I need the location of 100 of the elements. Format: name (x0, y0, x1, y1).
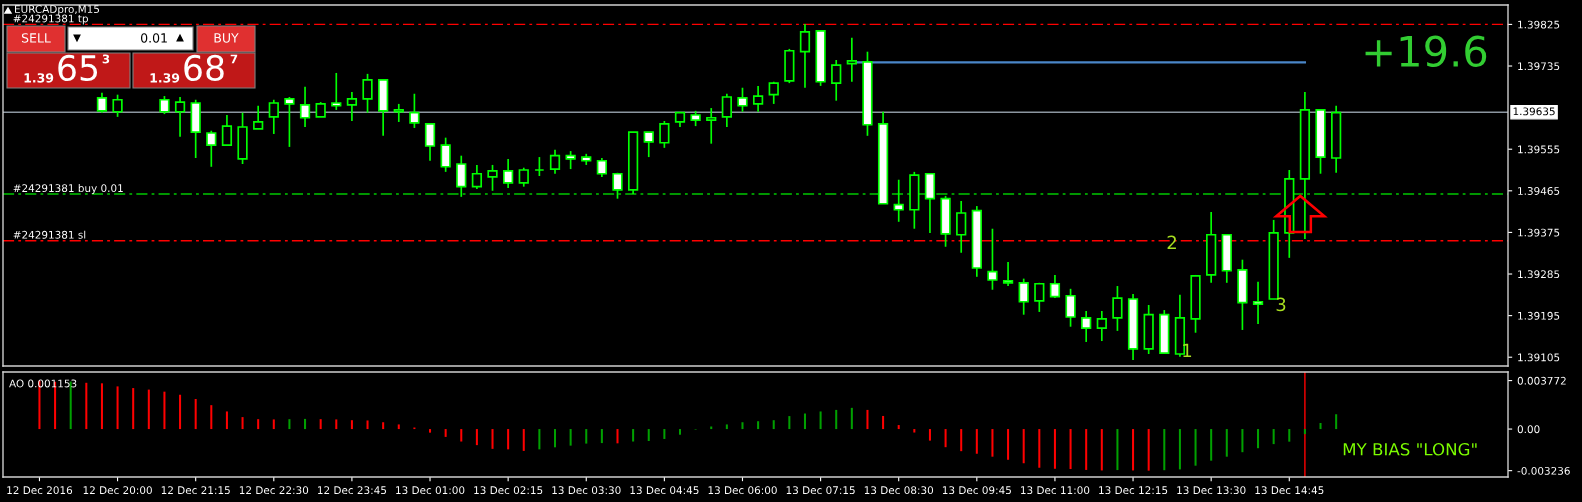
bar (1038, 429, 1041, 468)
x-tick-label: 13 Dec 02:15 (474, 486, 543, 495)
bar (1303, 429, 1306, 435)
y-tick-label: 1.39555 (1518, 145, 1560, 154)
bar (725, 424, 728, 430)
x-tick-label: 12 Dec 22:30 (239, 486, 309, 495)
candlestick (612, 171, 623, 200)
bar (913, 429, 916, 433)
annotation: 1.39 (24, 73, 54, 83)
candlestick (393, 103, 404, 123)
candlestick (471, 164, 483, 190)
candlestick (424, 122, 436, 162)
bar (1069, 429, 1072, 470)
candlestick (565, 150, 576, 170)
candlestick (409, 92, 420, 129)
bar (928, 429, 931, 441)
bar (632, 429, 635, 442)
candlestick (159, 95, 170, 115)
annotation: 2 (1167, 235, 1176, 249)
bar (225, 411, 228, 430)
bar (1163, 429, 1166, 471)
bar (210, 405, 213, 430)
bar (647, 429, 650, 442)
candlestick (1096, 310, 1107, 342)
bar (757, 421, 760, 430)
bar (663, 429, 666, 439)
candlestick (1252, 281, 1264, 325)
candlestick (284, 96, 295, 148)
bar (522, 429, 525, 451)
annotation: SELL (21, 33, 51, 43)
y-tick-label: 1.39375 (1518, 228, 1560, 237)
bar (1147, 429, 1150, 471)
candlestick (737, 86, 748, 113)
candlestick (1034, 281, 1045, 313)
candlestick (752, 85, 764, 113)
candlestick (643, 131, 654, 158)
annotation: 7 (230, 54, 238, 64)
x-tick-label: 13 Dec 07:15 (786, 486, 855, 495)
bar (272, 419, 275, 430)
bar (1210, 429, 1213, 461)
bar (1335, 414, 1338, 430)
bar (100, 383, 103, 430)
bar (507, 429, 510, 450)
bar (585, 429, 588, 444)
bar (835, 409, 838, 430)
candlestick (440, 136, 451, 173)
bar (444, 429, 447, 437)
bar (897, 425, 900, 430)
bar (335, 419, 338, 430)
annotation: 1.39 (150, 73, 180, 83)
bar (304, 418, 307, 430)
annotation: BUY (214, 33, 239, 43)
bar (788, 416, 791, 430)
bar (132, 388, 135, 430)
bar (163, 391, 166, 430)
candlestick (362, 73, 373, 114)
bar (616, 429, 619, 444)
bar (569, 429, 572, 446)
bar (288, 419, 291, 430)
candlestick (331, 72, 342, 111)
bar (1288, 429, 1291, 442)
bar (882, 415, 885, 430)
candlestick (987, 227, 998, 291)
annotation: 0.01 (140, 33, 167, 43)
candlestick (503, 158, 514, 189)
y-tick-label: 0.00 (1517, 425, 1540, 434)
bar (1007, 429, 1010, 460)
candlestick (96, 91, 108, 114)
candlestick (299, 85, 311, 128)
x-tick-label: 13 Dec 12:15 (1099, 486, 1168, 495)
bar (553, 429, 557, 448)
ref-line-label: #24291381 tp (13, 14, 88, 25)
candlestick (112, 93, 123, 118)
annotation: +19.6 (1365, 35, 1487, 68)
y-tick-label: 1.39195 (1518, 311, 1560, 320)
bar (1257, 429, 1260, 449)
candlestick (1002, 261, 1014, 287)
candlestick (846, 36, 857, 83)
x-tick-label: 12 Dec 2016 (7, 486, 73, 495)
x-tick-label: 12 Dec 20:00 (83, 486, 152, 495)
y-tick-label: 1.39735 (1518, 62, 1560, 71)
bar (241, 417, 244, 430)
bar (350, 420, 353, 430)
bar (803, 413, 806, 430)
bar (819, 411, 822, 430)
x-tick-label: 13 Dec 11:00 (1021, 486, 1090, 495)
y-tick-label: 1.39825 (1518, 20, 1560, 29)
bar (1319, 423, 1322, 430)
candlestick (206, 129, 217, 168)
annotation: 68 (184, 54, 224, 82)
x-tick-label: 13 Dec 13:30 (1177, 486, 1246, 495)
bar (1272, 429, 1275, 445)
candlestick (518, 166, 529, 188)
bar (1194, 429, 1197, 466)
bar (960, 429, 963, 452)
bar (1100, 429, 1103, 471)
x-tick-label: 13 Dec 09:45 (942, 486, 1011, 495)
annotation: 3 (1276, 297, 1286, 312)
bar (85, 382, 88, 430)
candlestick (659, 120, 670, 149)
